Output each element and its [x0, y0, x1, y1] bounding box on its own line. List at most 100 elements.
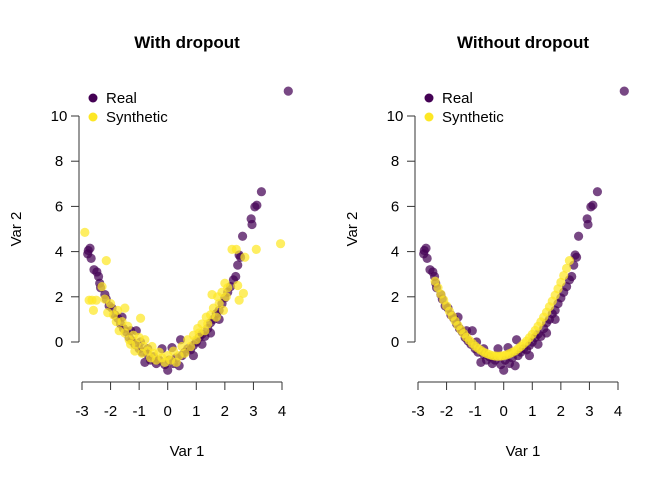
point-real [231, 271, 241, 282]
point-real [188, 350, 199, 361]
legend-marker-real [88, 93, 98, 103]
point-real [567, 271, 577, 282]
point-real [86, 253, 96, 263]
legend-marker-real [424, 93, 434, 103]
point-real [550, 314, 560, 324]
point-real [237, 231, 248, 241]
legend-label-synthetic: Synthetic [442, 109, 504, 126]
point-synthetic [234, 295, 244, 305]
y-tick-label: 10 [51, 108, 68, 125]
point-real [493, 344, 503, 354]
point-real [252, 200, 262, 210]
point-synthetic [80, 227, 90, 237]
y-tick-label: 2 [55, 289, 63, 306]
point-synthetic [113, 305, 123, 315]
x-axis-label: Var 1 [170, 443, 205, 460]
point-synthetic [231, 244, 241, 254]
point-synthetic [218, 305, 229, 315]
point-real [511, 335, 522, 345]
x-tick-label: 4 [278, 403, 286, 420]
point-real [619, 86, 629, 96]
point-synthetic [88, 305, 99, 315]
y-tick-label: 0 [55, 334, 63, 351]
y-tick-label: 8 [55, 153, 63, 170]
legend: Real Synthetic [424, 90, 504, 126]
point-synthetic [211, 312, 221, 322]
legend-marker-synthetic [88, 112, 98, 122]
point-real [467, 326, 477, 336]
x-tick-label: 0 [500, 403, 508, 420]
point-synthetic [564, 256, 575, 266]
y-tick-label: 8 [391, 153, 399, 170]
x-tick-label: 4 [614, 403, 622, 420]
y-tick-label: 10 [387, 108, 404, 125]
x-tick-label: 3 [249, 403, 257, 420]
series-real [419, 86, 629, 375]
point-synthetic [140, 335, 150, 345]
legend: Real Synthetic [88, 90, 168, 126]
legend-label-synthetic: Synthetic [106, 109, 168, 126]
x-tick-label: -1 [132, 403, 145, 420]
point-real [421, 243, 431, 253]
point-synthetic [214, 298, 224, 309]
point-real [533, 339, 543, 349]
panel-with-dropout: With dropout Var 1 Var 2 0 2 4 6 8 10 -3 -2 -1 0 1… [8, 33, 293, 460]
x-tick-label: 0 [164, 403, 172, 420]
point-synthetic [123, 321, 133, 331]
point-synthetic [135, 313, 146, 323]
y-axis-label: Var 2 [8, 212, 25, 247]
point-real [233, 260, 243, 270]
point-synthetic [233, 280, 243, 291]
x-tick-label: -2 [440, 403, 453, 420]
axes: 0 2 4 6 8 10 -3 -2 -1 0 1 2 3 4 [51, 108, 287, 420]
x-tick-label: 2 [557, 403, 565, 420]
point-real [499, 365, 509, 375]
y-tick-label: 4 [391, 244, 399, 261]
series-synthetic [430, 256, 575, 361]
scatter-points [80, 86, 293, 375]
x-tick-label: -3 [411, 403, 424, 420]
chart-title: Without dropout [457, 33, 589, 52]
point-real [85, 243, 95, 253]
point-real [510, 361, 520, 371]
point-real [283, 86, 293, 96]
point-real [541, 328, 552, 338]
point-real [583, 219, 593, 230]
point-synthetic [561, 263, 572, 273]
point-synthetic [275, 239, 286, 249]
point-synthetic [251, 244, 261, 254]
point-synthetic [223, 283, 233, 293]
point-real [573, 231, 584, 241]
x-tick-label: 1 [192, 403, 200, 420]
point-synthetic [120, 303, 130, 313]
y-tick-label: 4 [55, 244, 63, 261]
x-tick-label: -3 [75, 403, 88, 420]
point-synthetic [203, 319, 213, 329]
point-real [524, 350, 535, 361]
legend-marker-synthetic [424, 112, 434, 122]
point-real [571, 252, 582, 262]
point-synthetic [238, 288, 249, 299]
point-synthetic [97, 282, 107, 292]
point-real [256, 187, 267, 197]
y-tick-label: 6 [55, 198, 63, 215]
y-tick-label: 2 [391, 289, 399, 306]
point-real [93, 271, 104, 282]
x-tick-label: 3 [585, 403, 593, 420]
x-tick-label: -2 [104, 403, 117, 420]
point-real [588, 200, 598, 210]
x-tick-label: 2 [221, 403, 229, 420]
point-synthetic [101, 256, 111, 266]
point-synthetic [91, 295, 101, 305]
point-real [422, 253, 432, 263]
point-synthetic [240, 252, 250, 262]
y-tick-label: 6 [391, 198, 399, 215]
axes: 0 2 4 6 8 10 -3 -2 -1 0 1 2 3 4 [387, 108, 623, 420]
point-synthetic [105, 298, 116, 309]
x-tick-label: 1 [528, 403, 536, 420]
scatter-points [419, 86, 629, 375]
point-real [592, 187, 603, 197]
x-axis-label: Var 1 [506, 443, 541, 460]
